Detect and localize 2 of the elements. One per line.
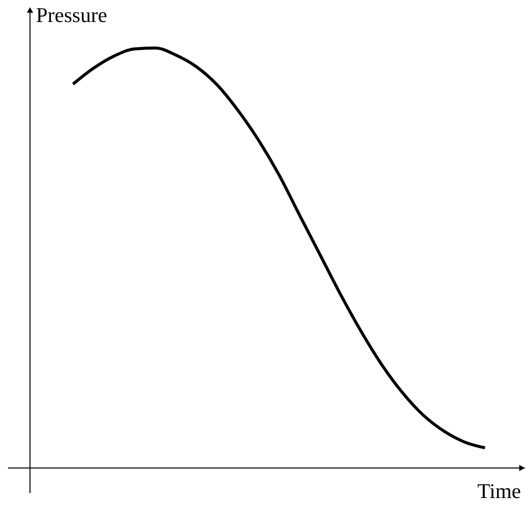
x-axis-title: Time xyxy=(477,479,521,503)
y-axis-title: Pressure xyxy=(36,3,108,27)
